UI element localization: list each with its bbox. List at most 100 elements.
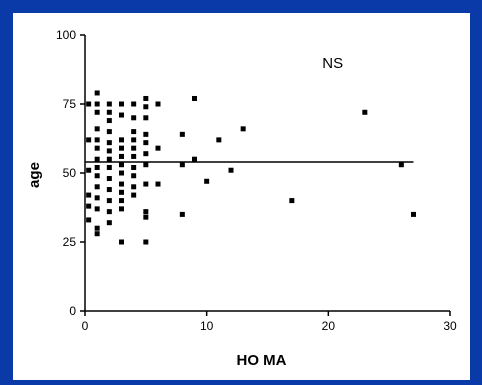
- x-tick-label: 10: [200, 319, 214, 333]
- data-point: [240, 126, 246, 132]
- data-point: [106, 156, 112, 162]
- data-point: [131, 145, 137, 151]
- y-axis-ticks: 0 25 50 75 100: [56, 28, 85, 318]
- y-tick-label: 0: [69, 304, 76, 318]
- data-point: [143, 140, 149, 146]
- data-point: [143, 239, 149, 245]
- data-point: [131, 184, 137, 190]
- data-point: [94, 173, 100, 179]
- data-point: [143, 181, 149, 187]
- data-point: [94, 164, 100, 170]
- data-point: [119, 170, 124, 176]
- data-point: [106, 209, 112, 215]
- data-point: [119, 112, 124, 118]
- x-axis-title: HO MA: [237, 352, 287, 369]
- data-point: [131, 129, 137, 135]
- data-point: [94, 101, 100, 107]
- data-point: [143, 209, 149, 215]
- data-point: [106, 129, 112, 135]
- data-point: [94, 126, 100, 132]
- data-point: [179, 162, 185, 168]
- data-point: [86, 192, 92, 198]
- data-point: [131, 164, 137, 170]
- y-tick-label: 25: [63, 235, 77, 249]
- data-point: [179, 131, 185, 137]
- data-point: [106, 220, 112, 226]
- data-point: [143, 115, 149, 121]
- data-point: [94, 231, 100, 237]
- data-point: [86, 167, 92, 173]
- data-point: [131, 137, 137, 143]
- data-point: [362, 109, 368, 115]
- data-point: [131, 173, 137, 179]
- y-tick-label: 100: [56, 28, 76, 42]
- data-point: [119, 162, 124, 168]
- data-point: [106, 148, 112, 154]
- data-point: [119, 189, 124, 195]
- data-point: [94, 109, 100, 115]
- data-point: [106, 187, 112, 193]
- data-point: [155, 145, 161, 151]
- data-point: [179, 211, 185, 217]
- x-tick-label: 0: [82, 319, 89, 333]
- data-point: [131, 192, 137, 198]
- data-point: [86, 137, 92, 143]
- data-point: [143, 151, 149, 157]
- data-point: [192, 156, 197, 162]
- data-point: [204, 178, 210, 184]
- data-point: [143, 214, 149, 220]
- data-point: [94, 184, 100, 190]
- data-point: [106, 198, 112, 204]
- data-point: [192, 95, 197, 101]
- data-point: [119, 198, 124, 204]
- data-point: [143, 131, 149, 137]
- data-point: [94, 90, 100, 96]
- data-point: [143, 162, 149, 168]
- data-point: [106, 140, 112, 146]
- data-point: [106, 176, 112, 182]
- data-point: [143, 104, 149, 110]
- data-point: [94, 206, 100, 212]
- data-point: [94, 156, 100, 162]
- data-point: [119, 101, 124, 107]
- data-point: [398, 162, 404, 168]
- data-point: [106, 118, 112, 124]
- data-point: [131, 101, 137, 107]
- data-point: [106, 101, 112, 107]
- data-point: [289, 198, 295, 204]
- x-tick-label: 20: [322, 319, 336, 333]
- y-tick-label: 75: [63, 97, 77, 111]
- data-point: [143, 95, 149, 101]
- data-point: [119, 239, 124, 245]
- data-point: [228, 167, 234, 173]
- y-axis-title: age: [26, 162, 43, 188]
- data-point: [86, 203, 92, 209]
- data-point: [411, 211, 416, 217]
- data-point: [94, 137, 100, 143]
- data-point: [155, 101, 161, 107]
- data-point: [155, 181, 161, 187]
- data-point: [106, 109, 112, 115]
- x-tick-label: 30: [443, 319, 457, 333]
- data-point: [119, 145, 124, 151]
- data-point: [119, 153, 124, 159]
- data-point: [86, 101, 92, 107]
- data-point: [94, 225, 100, 231]
- data-point: [119, 181, 124, 187]
- scatter-chart: 0 25 50 75 100 0 10 20 30 NS HO MA age: [26, 28, 457, 369]
- data-points: [86, 90, 416, 245]
- chart-panel: 0 25 50 75 100 0 10 20 30 NS HO MA age: [13, 13, 470, 380]
- data-point: [86, 217, 92, 223]
- data-point: [119, 137, 124, 143]
- annotation-ns: NS: [322, 55, 343, 72]
- x-axis-ticks: 0 10 20 30: [82, 311, 457, 333]
- data-point: [94, 195, 100, 201]
- y-tick-label: 50: [63, 166, 77, 180]
- data-point: [106, 164, 112, 170]
- data-point: [216, 137, 222, 143]
- data-point: [131, 153, 137, 159]
- data-point: [119, 206, 124, 212]
- data-point: [94, 145, 100, 151]
- data-point: [131, 115, 137, 121]
